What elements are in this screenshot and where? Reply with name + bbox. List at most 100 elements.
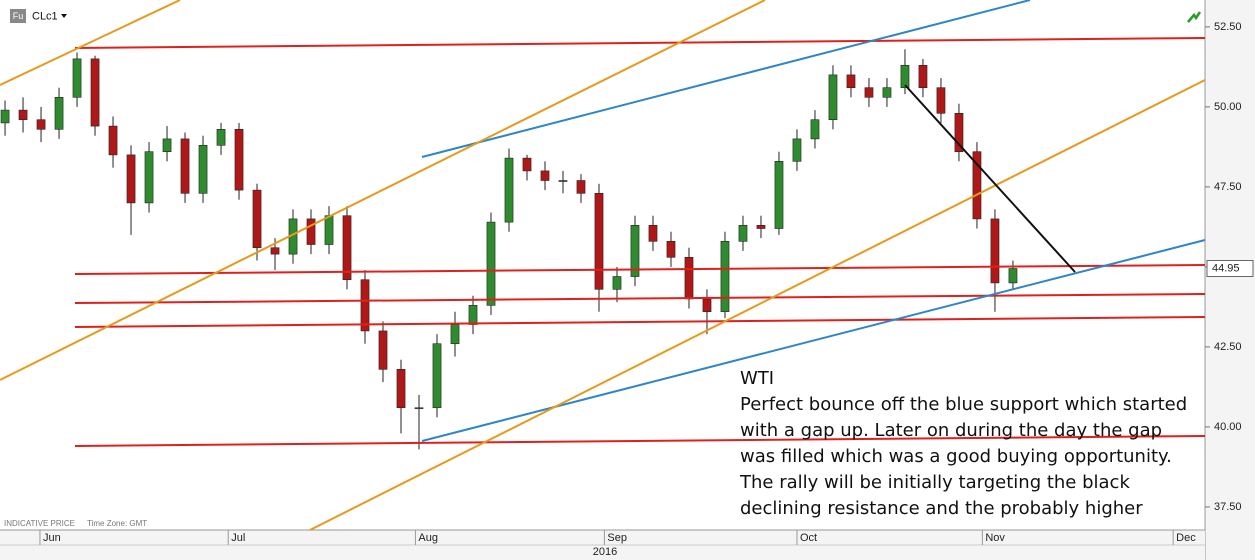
candle-body — [630, 225, 640, 277]
last-price-label: 44.95 — [1212, 262, 1240, 274]
source-badge — [10, 9, 26, 23]
resistance-line — [74, 37, 1206, 49]
footer-price: INDICATIVE PRICE — [4, 519, 75, 528]
candle-body — [918, 64, 928, 88]
footer-timezone: Time Zone: GMT — [87, 519, 147, 528]
last-price-box — [1206, 260, 1254, 278]
y-tick-label: 52.50 — [1214, 21, 1242, 33]
candle-body — [306, 218, 316, 245]
support-line — [74, 435, 1206, 447]
candle-body — [54, 96, 64, 130]
candle-body — [234, 128, 244, 191]
support-line — [74, 293, 1206, 304]
candle-body — [0, 109, 10, 124]
candle-body — [972, 151, 982, 220]
candle-body — [846, 74, 856, 88]
candle-body — [720, 241, 730, 313]
candle-body — [342, 215, 352, 281]
annotation: WTI Perfect bounce off the blue support w… — [739, 368, 1187, 519]
symbol-dropdown[interactable] — [61, 14, 67, 18]
support-line — [74, 316, 1206, 328]
annotation-line: declining resistance and the probably hi… — [740, 498, 1143, 519]
candle-body — [486, 221, 496, 306]
source-badge-text: Fu — [13, 11, 24, 21]
annotation-line: with a gap up. Later on during the day t… — [740, 420, 1162, 441]
candle-body — [990, 218, 1000, 284]
candle-body — [900, 64, 910, 88]
annotation-line: WTI — [740, 368, 774, 389]
channel-line — [309, 79, 1206, 531]
candle-body — [882, 87, 892, 98]
x-tick-label: Dec — [1176, 532, 1196, 544]
candle-body — [126, 154, 136, 204]
channel-line — [421, 0, 1031, 158]
candle-body — [1008, 268, 1018, 284]
x-tick-label: Jun — [43, 532, 61, 544]
annotation-line: Perfect bounce off the blue support whic… — [740, 394, 1187, 415]
support-line — [74, 264, 1206, 275]
declining-resistance — [904, 84, 1076, 273]
candle-body — [774, 161, 784, 229]
candle-body — [954, 112, 964, 153]
candle-body — [180, 138, 190, 194]
candle-body — [162, 138, 172, 153]
x-tick-label: Nov — [985, 532, 1005, 544]
candle-body — [432, 343, 442, 409]
candles — [0, 49, 1018, 450]
candle-body — [594, 193, 604, 290]
candle-body — [90, 58, 100, 127]
x-tick-label: Oct — [800, 532, 817, 544]
candle-body — [216, 128, 226, 146]
candle-body — [396, 369, 406, 409]
candle-body — [612, 276, 622, 290]
candle-body — [864, 87, 874, 98]
annotation-line: The rally will be initially targeting th… — [739, 472, 1130, 493]
y-tick-label: 50.00 — [1214, 101, 1242, 113]
candle-body — [522, 157, 532, 172]
candle-body — [828, 74, 838, 120]
candle-body — [792, 138, 802, 162]
trendlines — [0, 0, 1206, 531]
y-tick-label: 42.50 — [1214, 341, 1242, 353]
y-tick-label: 47.50 — [1214, 181, 1242, 193]
channel-line — [0, 0, 181, 86]
candle-body — [756, 225, 766, 229]
year-label: 2016 — [593, 546, 617, 558]
candle-body — [270, 247, 280, 255]
candle-body — [72, 58, 82, 98]
candle-body — [252, 189, 262, 249]
candle-body — [648, 225, 658, 242]
channel-line — [0, 0, 766, 381]
candle-body — [108, 125, 118, 156]
symbol[interactable]: CLc1 — [32, 10, 58, 22]
trend-icon — [1187, 11, 1202, 23]
candle-body — [360, 279, 370, 332]
candle-body — [468, 305, 478, 325]
y-tick-label: 40.00 — [1214, 421, 1242, 433]
candle-body — [450, 324, 460, 345]
candle-body — [540, 170, 550, 181]
candle-body — [414, 407, 424, 410]
candle-body — [576, 180, 586, 194]
candle-body — [378, 330, 388, 370]
candle-body — [324, 215, 334, 245]
candle-body — [36, 119, 46, 130]
candle-body — [558, 180, 568, 182]
candle-body — [702, 298, 712, 313]
candle-body — [144, 151, 154, 204]
candle-body — [504, 157, 514, 223]
price-axis-panel — [1205, 0, 1255, 560]
candle-body — [738, 225, 748, 242]
candle-body — [684, 257, 694, 300]
x-tick-label: Aug — [418, 532, 438, 544]
candle-body — [810, 119, 820, 140]
candle-body — [198, 145, 208, 194]
x-tick-label: Sep — [607, 532, 627, 544]
annotation-line: was filled which was a good buying oppor… — [740, 446, 1172, 467]
candle-body — [936, 87, 946, 114]
candle-body — [666, 241, 676, 258]
candle-body — [18, 109, 28, 120]
x-tick-label: Jul — [231, 532, 245, 544]
y-tick-label: 37.50 — [1214, 501, 1242, 513]
